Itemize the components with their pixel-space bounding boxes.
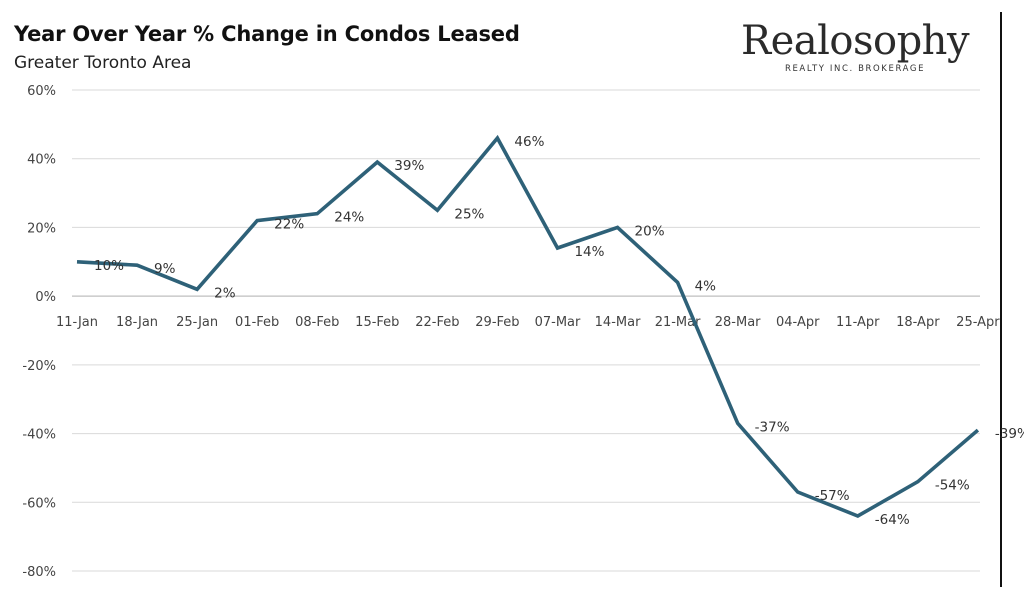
x-tick-label: 14-Mar [595,315,641,330]
y-axis-ticks: 60% 40% 20% 0% -20% -40% -60% -80% [22,84,56,580]
x-tick-label: 07-Mar [535,315,581,330]
data-label: 39% [394,158,424,174]
data-label: 14% [574,244,604,260]
data-label: 10% [94,258,124,274]
data-label: -57% [815,488,850,504]
x-tick-label: 11-Apr [836,315,880,330]
x-axis-ticks: 11-Jan 18-Jan 25-Jan 01-Feb 08-Feb 15-Feb 22-F… [56,315,1000,330]
data-label: 20% [635,223,665,239]
x-tick-label: 25-Jan [176,315,218,330]
frame-divider [1000,12,1002,587]
realosophy-logo: Realosophy REALTY INC. BROKERAGE [730,18,980,74]
x-tick-label: 29-Feb [475,315,519,330]
x-tick-label: 28-Mar [715,315,761,330]
data-labels: 10% 9% 2% 22% 24% 39% 25% 46% 14% 20% 4% -37% -57% -6… [94,134,1024,528]
data-label: 46% [514,134,544,150]
data-label: 24% [334,210,364,226]
y-tick-label: 0% [35,290,56,305]
data-label: 4% [695,278,717,294]
data-label: 25% [454,206,484,222]
data-label: 9% [154,261,176,277]
series-line [76,134,980,518]
x-tick-label: 04-Apr [776,315,820,330]
data-label: -64% [875,512,910,528]
y-tick-label: -40% [22,428,56,443]
data-label: -39% [995,426,1024,442]
chart-title: Year Over Year % Change in Condos Leased [14,22,520,46]
chart-subtitle: Greater Toronto Area [14,53,192,73]
data-label: -54% [935,478,970,494]
logo-wordmark: Realosophy [740,18,970,64]
x-tick-label: 11-Jan [56,315,98,330]
x-tick-label: 08-Feb [295,315,339,330]
data-label: 2% [214,285,236,301]
y-tick-label: -60% [22,496,56,511]
y-tick-label: -80% [22,565,56,580]
y-tick-label: 60% [27,84,56,99]
x-tick-label: 18-Apr [896,315,940,330]
x-tick-label: 22-Feb [415,315,459,330]
y-tick-label: -20% [22,359,56,374]
logo-tagline: REALTY INC. BROKERAGE [784,64,926,74]
gridlines [72,89,980,572]
x-tick-label: 01-Feb [235,315,279,330]
y-tick-label: 20% [27,221,56,236]
y-tick-label: 40% [27,153,56,168]
x-tick-label: 21-Mar [655,315,701,330]
data-label: -37% [755,419,790,435]
x-tick-label: 25-Apr [956,315,1000,330]
data-label: 22% [274,217,304,233]
x-tick-label: 18-Jan [116,315,158,330]
series-layer [76,134,980,518]
x-tick-label: 15-Feb [355,315,399,330]
